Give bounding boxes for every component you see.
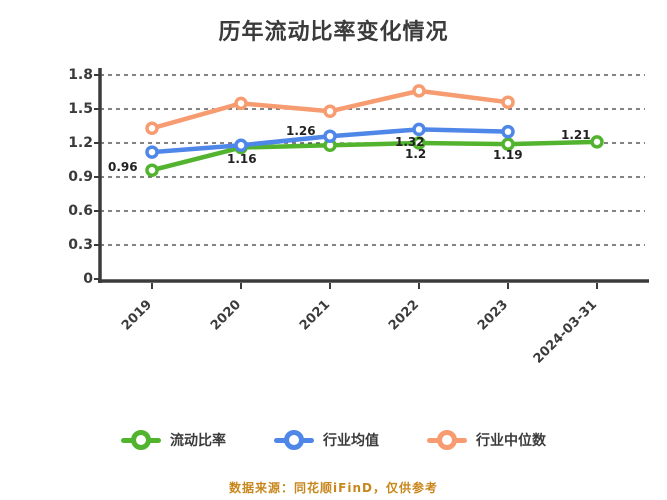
point-label-green-2020: 1.16 — [227, 151, 257, 166]
legend-item-blue[interactable]: 行业均值 — [274, 430, 379, 450]
y-tick-label-0.9: 0.9 — [68, 169, 93, 185]
data-point-orange-2021 — [323, 104, 337, 119]
data-point-blue-2022 — [412, 122, 426, 137]
data-point-orange-2020 — [234, 96, 248, 111]
legend-ring-marker-blue — [274, 430, 314, 450]
legend-circle-icon — [284, 430, 304, 450]
y-tick-label-0.3: 0.3 — [68, 237, 93, 253]
point-label-green-2022: 1.2 — [405, 147, 427, 161]
point-label-blue-2022: 1.32 — [395, 135, 425, 150]
data-point-orange-2023 — [501, 95, 515, 109]
y-tick-label-1.8: 1.8 — [68, 67, 93, 83]
data-point-green-2023 — [501, 137, 515, 151]
data-point-orange-2019 — [145, 121, 159, 136]
y-tick-label-1.2: 1.2 — [68, 135, 93, 151]
legend: 流动比率 行业均值 行业中位数 — [0, 430, 667, 450]
point-label-green-2019: 0.96 — [108, 160, 138, 175]
series-line-green — [149, 139, 600, 173]
legend-ring-marker-green — [121, 430, 161, 450]
data-point-blue-2021 — [323, 129, 337, 143]
legend-circle-icon — [437, 430, 457, 450]
data-point-green-2019 — [145, 163, 159, 177]
data-point-blue-2019 — [145, 145, 159, 159]
legend-ring-marker-orange — [427, 430, 467, 450]
data-point-blue-2020 — [234, 138, 248, 153]
data-point-green-2022 — [412, 136, 426, 150]
y-tick-label-0: 0 — [83, 271, 93, 287]
data-point-blue-2023 — [501, 124, 515, 139]
data-point-orange-2022 — [412, 84, 426, 98]
legend-label: 行业均值 — [323, 433, 379, 449]
y-tick-label-1.5: 1.5 — [68, 101, 93, 117]
legend-label: 行业中位数 — [476, 433, 546, 449]
legend-circle-icon — [131, 430, 151, 450]
point-label-green-2023: 1.19 — [493, 148, 523, 163]
data-point-green-2024-03-31 — [590, 135, 604, 149]
point-label-green-2024-03-31: 1.21 — [561, 127, 591, 142]
point-label-blue-2021: 1.26 — [286, 124, 316, 139]
y-tick-label-0.6: 0.6 — [68, 203, 93, 219]
chart-title: 历年流动比率变化情况 — [218, 20, 449, 45]
legend-label: 流动比率 — [170, 433, 226, 449]
data-source-watermark: 数据来源：同花顺iFinD，仅供参考 — [229, 481, 438, 495]
legend-item-orange[interactable]: 行业中位数 — [427, 430, 546, 450]
legend-item-green[interactable]: 流动比率 — [121, 430, 226, 450]
